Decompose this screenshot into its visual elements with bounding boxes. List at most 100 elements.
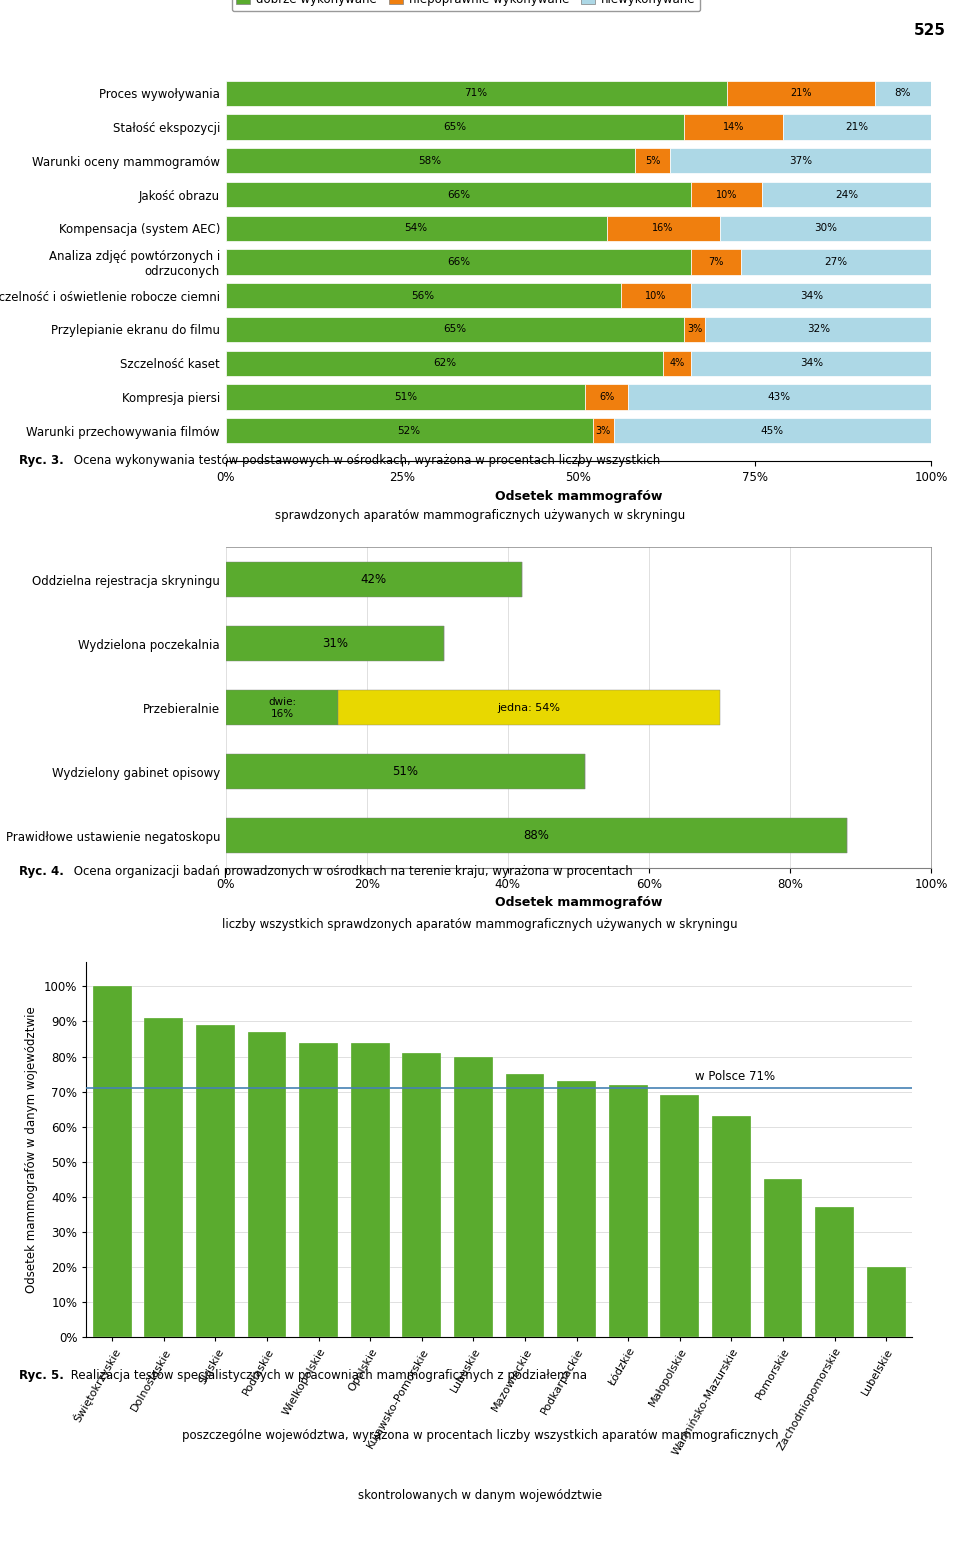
Text: 51%: 51% (393, 765, 419, 779)
Text: sprawdzonych aparatów mammograficznych używanych w skryningu: sprawdzonych aparatów mammograficznych u… (275, 510, 685, 522)
X-axis label: Odsetek mammografów: Odsetek mammografów (494, 896, 662, 909)
Bar (226, 385, 586, 410)
Y-axis label: Odsetek mammografów w danym województwie: Odsetek mammografów w danym województwie (26, 1006, 38, 1293)
Bar (691, 181, 762, 206)
Bar (783, 114, 931, 139)
Text: 42%: 42% (361, 572, 387, 586)
Bar (248, 1032, 286, 1337)
Text: 21%: 21% (790, 88, 811, 99)
Bar (226, 181, 691, 206)
Bar (506, 1074, 544, 1337)
Bar (226, 561, 522, 597)
Bar (557, 1081, 596, 1337)
Text: Ryc. 5.: Ryc. 5. (19, 1368, 64, 1381)
Bar (226, 626, 444, 662)
Text: 34%: 34% (800, 291, 823, 300)
Text: 54%: 54% (404, 224, 427, 233)
Text: w Polsce 71%: w Polsce 71% (695, 1070, 776, 1082)
Text: 65%: 65% (444, 324, 467, 335)
Bar (628, 385, 931, 410)
Text: 43%: 43% (768, 393, 791, 402)
Text: skontrolowanych w danym województwie: skontrolowanych w danym województwie (358, 1489, 602, 1501)
Bar (691, 350, 931, 375)
Bar (402, 1053, 442, 1337)
Text: 5%: 5% (645, 156, 660, 166)
Text: 4%: 4% (669, 358, 684, 368)
Text: Ryc. 4.: Ryc. 4. (19, 865, 64, 877)
Bar (93, 987, 132, 1337)
Bar (691, 283, 931, 308)
Bar (226, 350, 663, 375)
Text: 62%: 62% (433, 358, 456, 368)
Bar (226, 317, 684, 343)
Bar (763, 1179, 803, 1337)
Bar (621, 283, 691, 308)
Bar (706, 317, 931, 343)
Bar (592, 418, 613, 443)
Text: 51%: 51% (394, 393, 417, 402)
Text: 66%: 66% (447, 189, 470, 200)
Bar (226, 818, 847, 854)
Text: 3%: 3% (687, 324, 703, 335)
Bar (454, 1057, 492, 1337)
Text: Ocena organizacji badań prowadzonych w ośrodkach na terenie kraju, wyrażona w pr: Ocena organizacji badań prowadzonych w o… (70, 865, 633, 877)
Text: 58%: 58% (419, 156, 442, 166)
Bar (867, 1267, 905, 1337)
Bar (350, 1043, 390, 1337)
Text: 56%: 56% (412, 291, 435, 300)
Bar (586, 385, 628, 410)
Bar (660, 1095, 699, 1337)
Text: 31%: 31% (322, 637, 348, 651)
Bar (226, 690, 339, 726)
Text: 34%: 34% (800, 358, 823, 368)
Text: 16%: 16% (653, 224, 674, 233)
Text: 65%: 65% (444, 122, 467, 131)
Text: Ryc. 3.: Ryc. 3. (19, 454, 64, 466)
Text: Realizacja testów specjalistycznych w pracowniach mammograficznych z podziałem n: Realizacja testów specjalistycznych w pr… (67, 1368, 588, 1381)
Text: 30%: 30% (814, 224, 837, 233)
Bar (226, 216, 607, 241)
Text: 6%: 6% (599, 393, 614, 402)
Bar (226, 114, 684, 139)
Text: 21%: 21% (846, 122, 869, 131)
Bar (727, 81, 875, 106)
Text: 14%: 14% (723, 122, 744, 131)
Bar (300, 1043, 338, 1337)
Bar (815, 1207, 854, 1337)
Bar (144, 1018, 183, 1337)
Text: 71%: 71% (465, 88, 488, 99)
Text: 37%: 37% (789, 156, 812, 166)
Text: 8%: 8% (895, 88, 911, 99)
X-axis label: Odsetek mammografów: Odsetek mammografów (494, 490, 662, 502)
Bar (684, 114, 783, 139)
Text: 66%: 66% (447, 256, 470, 267)
Text: jedna: 54%: jedna: 54% (497, 702, 561, 713)
Text: 7%: 7% (708, 256, 724, 267)
Legend: dobrze wykonywane, niepoprawnie wykonywane, niewykonywane: dobrze wykonywane, niepoprawnie wykonywa… (231, 0, 701, 11)
Bar (663, 350, 691, 375)
Bar (226, 283, 621, 308)
Bar (741, 249, 931, 275)
Text: 45%: 45% (761, 425, 784, 436)
Text: 3%: 3% (595, 425, 611, 436)
Bar (670, 149, 931, 174)
Bar (226, 754, 586, 790)
Bar (226, 149, 635, 174)
Bar (339, 690, 720, 726)
Text: 10%: 10% (716, 189, 737, 200)
Bar (875, 81, 931, 106)
Text: liczby wszystkich sprawdzonych aparatów mammograficznych używanych w skryningu: liczby wszystkich sprawdzonych aparatów … (222, 918, 738, 931)
Text: dwie:
16%: dwie: 16% (268, 698, 296, 718)
Text: 52%: 52% (397, 425, 420, 436)
Text: 24%: 24% (835, 189, 858, 200)
Text: Ocena wykonywania testów podstawowych w ośrodkach, wyrażona w procentach liczby : Ocena wykonywania testów podstawowych w … (70, 454, 660, 466)
Text: 88%: 88% (523, 829, 549, 843)
Bar (226, 249, 691, 275)
Bar (607, 216, 719, 241)
Bar (613, 418, 931, 443)
Text: 525: 525 (914, 23, 946, 39)
Bar (226, 418, 592, 443)
Bar (762, 181, 931, 206)
Text: 32%: 32% (806, 324, 829, 335)
Bar (712, 1117, 751, 1337)
